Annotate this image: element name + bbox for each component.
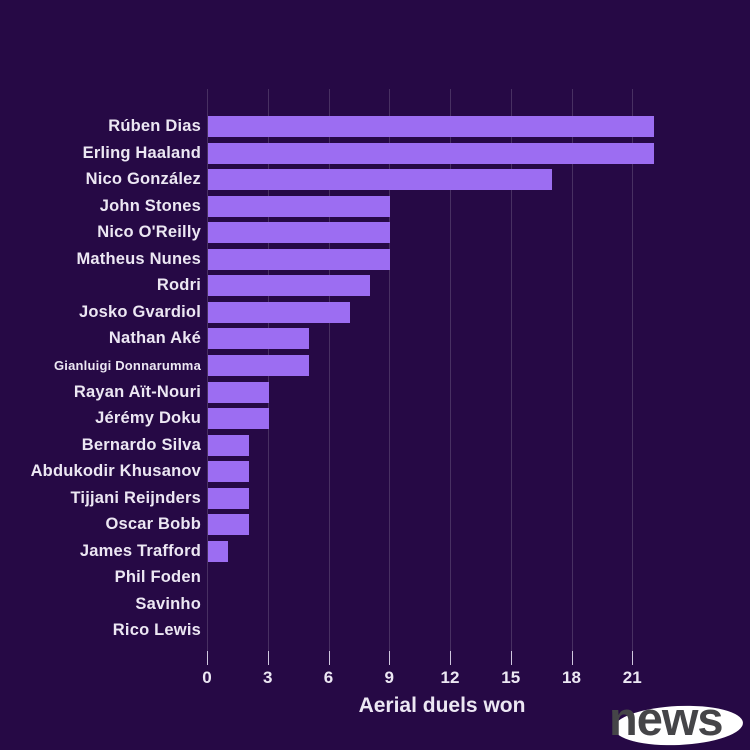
x-tick-label: 18 — [562, 668, 581, 687]
gridline — [389, 89, 391, 651]
gridline — [328, 89, 330, 651]
bar — [208, 514, 249, 536]
player-label: Nathan Aké — [108, 329, 201, 348]
player-label: Bernardo Silva — [81, 435, 201, 454]
x-tick-mark — [267, 651, 269, 665]
bar — [208, 381, 269, 403]
x-tick-label: 12 — [440, 668, 460, 687]
bar — [208, 354, 310, 376]
gridline — [510, 89, 512, 651]
bar — [208, 461, 249, 483]
player-label: Oscar Bobb — [105, 515, 201, 534]
bar — [208, 487, 249, 509]
player-label: Rico Lewis — [112, 621, 201, 640]
player-label: Erling Haaland — [82, 143, 201, 162]
player-label: Phil Foden — [114, 568, 201, 587]
x-tick-label: 15 — [501, 668, 521, 687]
player-label: Gianluigi Donnarumma — [53, 357, 201, 373]
player-label: Josko Gvardiol — [78, 302, 201, 321]
player-label: Jérémy Doku — [95, 409, 201, 428]
x-tick-label: 6 — [323, 668, 334, 687]
bar — [208, 328, 310, 350]
gridline — [450, 89, 451, 651]
player-label: Abdukodir Khusanov — [30, 462, 201, 481]
bar — [208, 301, 350, 323]
bar — [208, 169, 553, 191]
x-tick-mark — [389, 651, 391, 665]
bar — [208, 540, 229, 562]
player-label: Rúben Dias — [108, 117, 201, 135]
bar — [208, 222, 391, 244]
gridline — [571, 89, 573, 651]
x-tick-label: 21 — [622, 668, 642, 687]
bar — [208, 142, 654, 164]
bar — [208, 434, 249, 456]
gridline — [207, 89, 208, 651]
bar — [208, 116, 654, 137]
bar — [208, 408, 269, 430]
player-label: Rayan Aït-Nouri — [73, 382, 201, 401]
player-label: Matheus Nunes — [76, 249, 201, 268]
x-tick-mark — [328, 651, 330, 665]
logo-wordmark: news — [609, 692, 724, 745]
gridline — [632, 89, 634, 651]
player-label: Tijjani Reijnders — [70, 488, 201, 507]
x-tick-mark — [450, 651, 451, 665]
x-tick-mark — [510, 651, 512, 665]
bar — [208, 275, 370, 297]
x-tick-label: 3 — [263, 668, 273, 687]
x-tick-label: 9 — [384, 668, 394, 687]
bar — [208, 195, 391, 217]
x-axis-label: Aerial duels won — [358, 694, 526, 717]
player-label: John Stones — [99, 196, 201, 215]
player-label: Nico O'Reilly — [97, 223, 201, 242]
x-tick-mark — [571, 651, 573, 665]
news-logo: news — [600, 690, 750, 750]
x-tick-mark — [207, 651, 208, 665]
player-label: Rodri — [156, 276, 201, 295]
player-label: James Trafford — [79, 541, 201, 560]
player-label: Savinho — [135, 594, 201, 613]
x-tick-label: 0 — [202, 668, 212, 687]
player-label: Nico González — [85, 170, 201, 189]
x-tick-mark — [632, 651, 634, 665]
bar — [208, 248, 391, 270]
